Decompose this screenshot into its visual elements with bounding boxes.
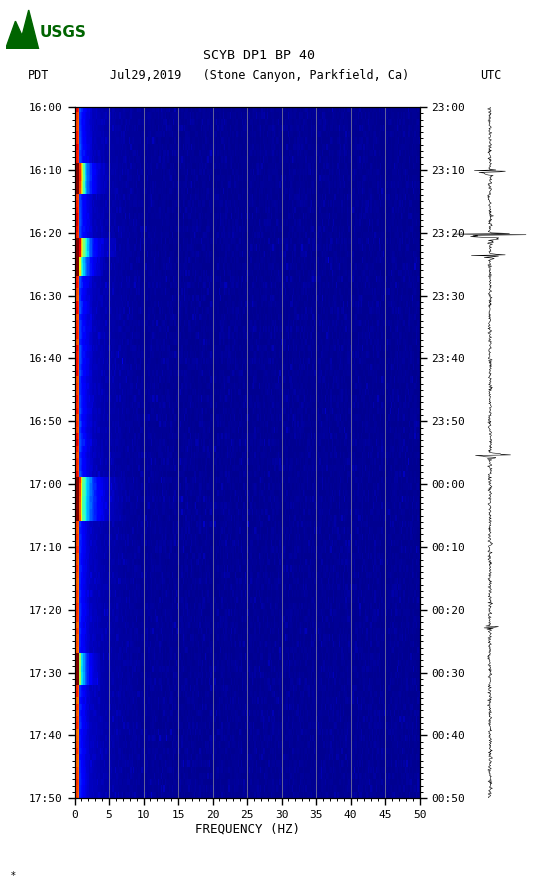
Text: PDT: PDT (28, 70, 49, 82)
Text: UTC: UTC (481, 70, 502, 82)
Text: Jul29,2019   (Stone Canyon, Parkfield, Ca): Jul29,2019 (Stone Canyon, Parkfield, Ca) (110, 70, 409, 82)
Text: SCYB DP1 BP 40: SCYB DP1 BP 40 (204, 49, 315, 62)
Polygon shape (6, 10, 39, 49)
X-axis label: FREQUENCY (HZ): FREQUENCY (HZ) (194, 823, 300, 836)
Text: *: * (11, 871, 16, 881)
Text: USGS: USGS (40, 25, 87, 40)
